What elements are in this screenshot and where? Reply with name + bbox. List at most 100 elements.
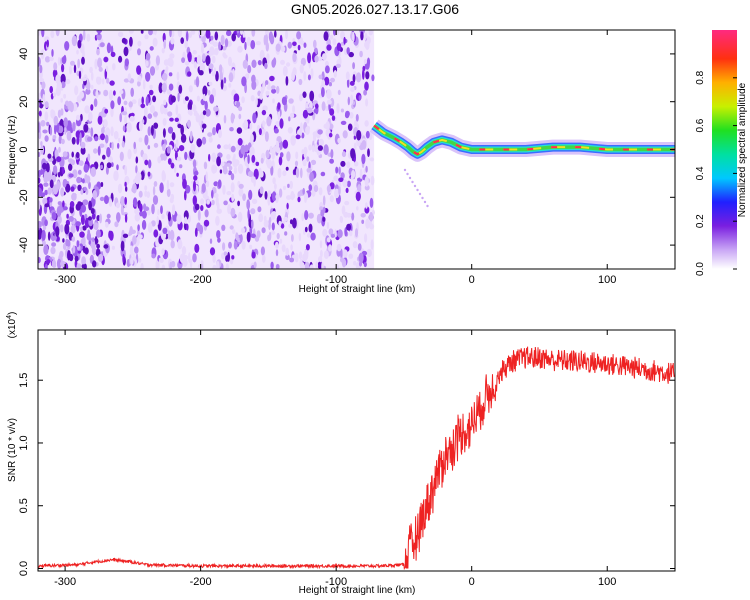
noise-blob — [219, 71, 223, 82]
noise-blob — [249, 122, 253, 130]
noise-blob — [135, 156, 139, 164]
noise-blob — [222, 184, 226, 195]
noise-blob — [246, 199, 251, 210]
noise-blob — [279, 238, 283, 244]
noise-blob — [124, 196, 127, 205]
noise-blob — [205, 171, 208, 182]
noise-blob — [124, 165, 128, 176]
noise-blob — [317, 129, 323, 135]
noise-blob — [192, 195, 197, 206]
noise-blob — [285, 30, 288, 40]
noise-blob — [129, 115, 135, 122]
noise-blob — [144, 185, 148, 191]
noise-blob — [92, 190, 98, 200]
noise-blob — [180, 124, 184, 136]
noise-blob — [106, 162, 112, 169]
noise-blob — [342, 179, 348, 188]
noise-blob — [325, 121, 330, 130]
noise-blob — [44, 219, 48, 227]
noise-blob — [255, 97, 258, 107]
noise-blob — [38, 110, 42, 117]
noise-blob — [321, 87, 325, 98]
noise-blob — [113, 90, 116, 96]
noise-blob — [66, 213, 69, 219]
noise-blob — [280, 223, 285, 229]
noise-blob — [208, 81, 213, 86]
noise-blob — [42, 162, 47, 170]
y-tick-label: -40 — [18, 237, 30, 253]
noise-blob — [271, 88, 277, 94]
noise-blob — [137, 40, 142, 47]
noise-blob — [135, 165, 138, 174]
noise-blob — [179, 164, 183, 169]
noise-blob — [250, 95, 255, 102]
noise-blob — [239, 30, 244, 35]
noise-blob — [92, 245, 96, 256]
noise-blob — [88, 111, 93, 122]
noise-blob — [265, 149, 270, 159]
noise-blob — [362, 68, 365, 80]
noise-blob — [138, 120, 143, 132]
noise-blob — [202, 93, 206, 101]
noise-blob — [88, 240, 91, 245]
noise-blob — [364, 81, 369, 91]
noise-blob — [309, 171, 314, 182]
noise-blob — [328, 82, 332, 87]
noise-blob — [67, 100, 73, 111]
noise-blob — [333, 30, 336, 36]
noise-blob — [349, 230, 353, 237]
noise-blob — [42, 225, 47, 230]
noise-blob — [95, 229, 101, 238]
noise-blob — [287, 41, 292, 49]
noise-blob — [264, 131, 269, 142]
colorbar-tick-label: 0.0 — [695, 262, 706, 276]
noise-blob — [336, 243, 342, 252]
noise-blob — [97, 57, 103, 69]
noise-blob — [260, 157, 264, 164]
noise-blob — [76, 176, 82, 184]
noise-blob — [209, 94, 215, 104]
noise-blob — [359, 50, 363, 58]
noise-blob — [352, 241, 358, 249]
noise-blob — [187, 119, 191, 128]
noise-blob — [352, 62, 355, 70]
noise-blob — [44, 170, 48, 180]
noise-blob — [350, 86, 355, 93]
noise-blob — [121, 141, 125, 148]
noise-blob — [70, 225, 76, 234]
noise-blob — [54, 123, 57, 135]
noise-blob — [59, 250, 64, 258]
noise-blob — [89, 66, 93, 74]
streak-dot — [426, 204, 429, 208]
noise-blob — [364, 233, 368, 243]
noise-blob — [181, 57, 186, 63]
noise-blob — [304, 226, 308, 233]
y-tick-label: 1.0 — [18, 435, 30, 450]
noise-blob — [137, 234, 143, 240]
noise-blob — [313, 184, 319, 193]
snr-plot — [38, 346, 675, 571]
noise-blob — [121, 37, 127, 44]
streak-dot — [406, 172, 409, 176]
noise-blob — [241, 96, 245, 104]
noise-blob — [128, 101, 133, 108]
noise-blob — [251, 80, 257, 90]
noise-blob — [51, 259, 57, 268]
noise-blob — [194, 243, 200, 253]
noise-blob — [208, 153, 211, 162]
noise-blob — [300, 262, 305, 269]
noise-blob — [275, 249, 279, 257]
noise-blob — [251, 251, 256, 259]
noise-blob — [217, 179, 222, 189]
noise-blob — [153, 229, 159, 238]
noise-blob — [110, 107, 114, 118]
noise-blob — [237, 200, 241, 207]
noise-blob — [119, 151, 124, 162]
noise-blob — [370, 175, 375, 186]
noise-blob — [341, 151, 347, 158]
noise-blob — [364, 176, 369, 187]
noise-blob — [38, 257, 41, 264]
figure-title: GN05.2026.027.13.17.G06 — [290, 1, 460, 17]
noise-blob — [62, 238, 65, 243]
